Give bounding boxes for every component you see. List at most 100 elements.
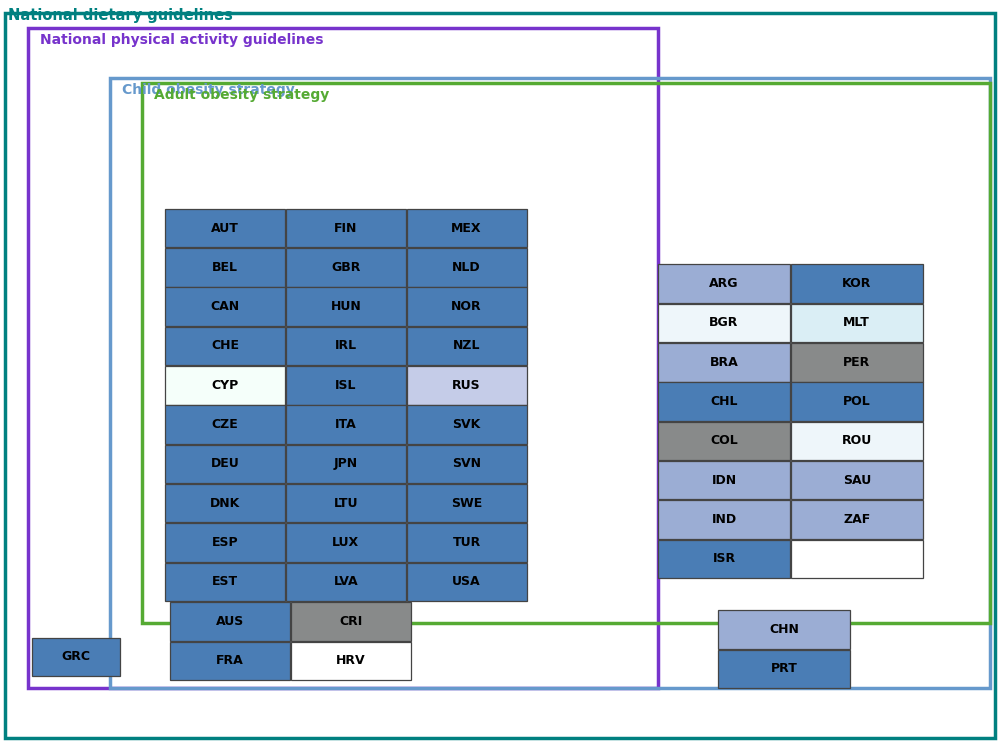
FancyBboxPatch shape xyxy=(791,421,923,460)
Text: SWE: SWE xyxy=(451,496,482,510)
FancyBboxPatch shape xyxy=(286,523,406,562)
FancyBboxPatch shape xyxy=(791,304,923,343)
Text: BGR: BGR xyxy=(709,317,739,329)
Text: IND: IND xyxy=(711,513,737,526)
FancyBboxPatch shape xyxy=(658,539,790,578)
Text: CYP: CYP xyxy=(211,379,239,392)
Text: SVN: SVN xyxy=(452,458,481,470)
Text: ISL: ISL xyxy=(335,379,357,392)
Text: National physical activity guidelines: National physical activity guidelines xyxy=(40,33,324,47)
FancyBboxPatch shape xyxy=(718,649,850,688)
FancyBboxPatch shape xyxy=(286,327,406,366)
FancyBboxPatch shape xyxy=(165,209,285,247)
Bar xyxy=(28,28,658,688)
Text: KOR: KOR xyxy=(842,277,871,291)
Text: Child obesity strategy: Child obesity strategy xyxy=(122,83,295,97)
Text: CRI: CRI xyxy=(339,615,362,628)
FancyBboxPatch shape xyxy=(791,500,923,539)
FancyBboxPatch shape xyxy=(165,484,285,522)
FancyBboxPatch shape xyxy=(791,343,923,381)
FancyBboxPatch shape xyxy=(170,641,290,680)
Text: NLD: NLD xyxy=(452,261,481,274)
Text: ITA: ITA xyxy=(335,418,357,431)
Text: IRL: IRL xyxy=(335,340,357,352)
Text: ARG: ARG xyxy=(709,277,739,291)
FancyBboxPatch shape xyxy=(658,265,790,303)
Text: NOR: NOR xyxy=(451,300,482,313)
FancyBboxPatch shape xyxy=(407,288,527,326)
FancyBboxPatch shape xyxy=(165,405,285,444)
FancyBboxPatch shape xyxy=(658,383,790,421)
Text: COL: COL xyxy=(710,435,738,447)
FancyBboxPatch shape xyxy=(407,484,527,522)
Text: CHN: CHN xyxy=(769,623,799,636)
FancyBboxPatch shape xyxy=(165,327,285,366)
Text: CHL: CHL xyxy=(710,395,738,408)
FancyBboxPatch shape xyxy=(286,209,406,247)
FancyBboxPatch shape xyxy=(286,405,406,444)
FancyBboxPatch shape xyxy=(658,421,790,460)
FancyBboxPatch shape xyxy=(286,248,406,287)
Text: IDN: IDN xyxy=(711,473,737,487)
Text: USA: USA xyxy=(452,575,481,588)
Bar xyxy=(110,78,990,688)
Text: MEX: MEX xyxy=(451,221,482,235)
FancyBboxPatch shape xyxy=(291,602,411,640)
Text: PRT: PRT xyxy=(771,662,797,675)
Text: ESP: ESP xyxy=(212,536,238,549)
FancyBboxPatch shape xyxy=(407,327,527,366)
Text: BEL: BEL xyxy=(212,261,238,274)
Text: LUX: LUX xyxy=(332,536,359,549)
Text: LVA: LVA xyxy=(333,575,358,588)
Text: AUS: AUS xyxy=(216,615,244,628)
FancyBboxPatch shape xyxy=(286,288,406,326)
Text: DNK: DNK xyxy=(210,496,240,510)
Text: EST: EST xyxy=(212,575,238,588)
Text: BRA: BRA xyxy=(710,356,738,369)
FancyBboxPatch shape xyxy=(165,444,285,483)
Text: GRC: GRC xyxy=(62,650,90,663)
FancyBboxPatch shape xyxy=(165,248,285,287)
Text: GBR: GBR xyxy=(331,261,360,274)
FancyBboxPatch shape xyxy=(291,641,411,680)
FancyBboxPatch shape xyxy=(658,343,790,381)
Text: POL: POL xyxy=(843,395,871,408)
Text: JPN: JPN xyxy=(334,458,358,470)
Text: ROU: ROU xyxy=(842,435,872,447)
Text: CZE: CZE xyxy=(212,418,238,431)
Text: RUS: RUS xyxy=(452,379,481,392)
FancyBboxPatch shape xyxy=(658,461,790,499)
Text: AUT: AUT xyxy=(211,221,239,235)
FancyBboxPatch shape xyxy=(791,383,923,421)
FancyBboxPatch shape xyxy=(286,444,406,483)
Text: PER: PER xyxy=(843,356,870,369)
Text: FIN: FIN xyxy=(334,221,357,235)
Text: NZL: NZL xyxy=(453,340,480,352)
FancyBboxPatch shape xyxy=(286,562,406,601)
FancyBboxPatch shape xyxy=(658,304,790,343)
Text: SAU: SAU xyxy=(843,473,871,487)
FancyBboxPatch shape xyxy=(165,523,285,562)
FancyBboxPatch shape xyxy=(165,366,285,404)
Text: MLT: MLT xyxy=(843,317,870,329)
FancyBboxPatch shape xyxy=(407,444,527,483)
FancyBboxPatch shape xyxy=(658,500,790,539)
FancyBboxPatch shape xyxy=(165,288,285,326)
Text: Adult obesity strategy: Adult obesity strategy xyxy=(154,88,329,102)
Text: CAN: CAN xyxy=(210,300,240,313)
FancyBboxPatch shape xyxy=(407,248,527,287)
Text: SVK: SVK xyxy=(452,418,481,431)
Text: LTU: LTU xyxy=(334,496,358,510)
Text: HRV: HRV xyxy=(336,655,366,667)
Text: National dietary guidelines: National dietary guidelines xyxy=(8,8,233,23)
FancyBboxPatch shape xyxy=(32,637,120,676)
FancyBboxPatch shape xyxy=(286,484,406,522)
FancyBboxPatch shape xyxy=(165,562,285,601)
Text: FRA: FRA xyxy=(216,655,244,667)
Text: ISR: ISR xyxy=(712,552,736,565)
FancyBboxPatch shape xyxy=(791,461,923,499)
FancyBboxPatch shape xyxy=(791,265,923,303)
Text: DEU: DEU xyxy=(211,458,239,470)
Text: TUR: TUR xyxy=(452,536,481,549)
Text: CHE: CHE xyxy=(211,340,239,352)
